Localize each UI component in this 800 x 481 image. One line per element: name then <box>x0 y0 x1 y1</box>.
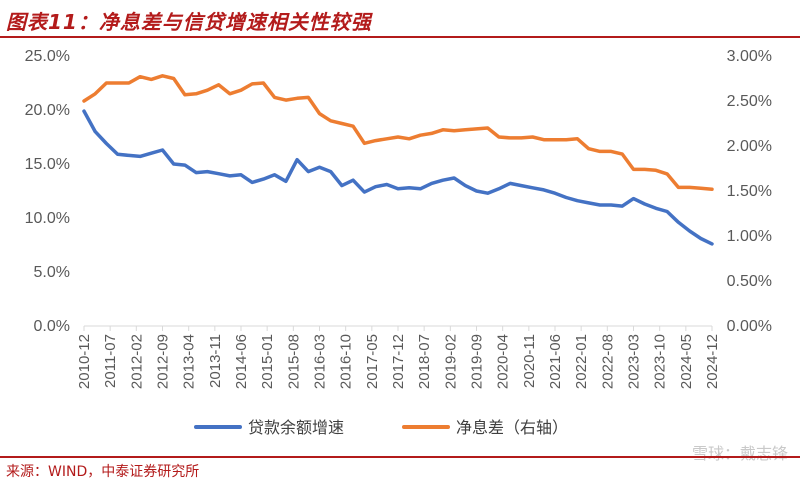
x-axis-tick-label: 2024-12 <box>704 334 721 389</box>
series-line-nim <box>82 74 714 191</box>
x-axis-tick-label: 2018-07 <box>416 334 433 389</box>
x-axis-tick-label: 2013-04 <box>181 334 198 389</box>
left-axis-tick-label: 0.0% <box>34 318 70 335</box>
x-axis: 2010-12 2011-07 2012-02 2012-09 2013-04 2013-… <box>76 325 721 389</box>
legend-label: 贷款余额增速 <box>248 418 344 437</box>
source-note: 来源：WIND，中泰证券研究所 <box>6 464 200 480</box>
series-layer <box>82 74 714 246</box>
watermark: 雪球：戴志锋 <box>691 444 788 463</box>
legend-label: 净息差（右轴） <box>456 418 568 437</box>
x-axis-tick-label: 2011-07 <box>102 334 119 388</box>
x-axis-tick-label: 2017-12 <box>390 334 407 389</box>
x-axis-tick-label: 2024-05 <box>678 334 695 389</box>
x-axis-tick-label: 2016-10 <box>338 334 355 389</box>
right-axis-tick-label: 1.50% <box>727 183 772 200</box>
series-line-loan-growth <box>82 109 714 246</box>
x-axis-tick-label: 2016-03 <box>312 334 329 389</box>
x-axis-tick-label: 2023-10 <box>652 334 669 389</box>
x-axis-tick-label: 2019-09 <box>469 334 486 389</box>
left-axis-tick-label: 20.0% <box>25 102 70 119</box>
footer: 来源：WIND，中泰证券研究所 <box>0 456 800 481</box>
x-axis-tick-label: 2020-11 <box>521 334 538 388</box>
left-axis-tick-label: 10.0% <box>25 210 70 227</box>
right-axis-tick-label: 0.50% <box>727 273 772 290</box>
right-axis: 0.00% 0.50% 1.00% 1.50% 2.00% 2.50% 3.00% <box>727 48 772 335</box>
x-axis-tick-label: 2023-03 <box>626 334 643 389</box>
title-bar: 图表11：净息差与信贷增速相关性较强 <box>0 0 800 38</box>
x-axis-tick-label: 2015-08 <box>285 334 302 389</box>
x-axis-tick-label: 2022-08 <box>599 334 616 389</box>
chart-title: 图表11：净息差与信贷增速相关性较强 <box>6 10 372 34</box>
left-axis: 0.0% 5.0% 10.0% 15.0% 20.0% 25.0% <box>25 48 70 335</box>
x-axis-tick-label: 2015-01 <box>259 334 276 389</box>
right-axis-tick-label: 2.00% <box>727 138 772 155</box>
legend: 贷款余额增速 净息差（右轴） <box>194 418 568 437</box>
right-axis-tick-label: 2.50% <box>727 93 772 110</box>
right-axis-tick-label: 1.00% <box>727 228 772 245</box>
x-axis-tick-label: 2020-04 <box>495 334 512 389</box>
x-axis-tick-label: 2014-06 <box>233 334 250 389</box>
left-axis-tick-label: 5.0% <box>34 264 70 281</box>
x-axis-tick-label: 2012-02 <box>128 334 145 389</box>
right-axis-tick-label: 0.00% <box>727 318 772 335</box>
x-axis-tick-label: 2010-12 <box>76 334 93 389</box>
x-axis-tick-label: 2017-05 <box>364 334 381 389</box>
left-axis-tick-label: 25.0% <box>25 48 70 65</box>
right-axis-tick-label: 3.00% <box>727 48 772 65</box>
x-axis-tick-label: 2019-02 <box>442 334 459 389</box>
left-axis-tick-label: 15.0% <box>25 156 70 173</box>
x-axis-tick-label: 2022-01 <box>573 334 590 389</box>
x-axis-tick-label: 2021-06 <box>547 334 564 389</box>
x-axis-tick-label: 2013-11 <box>207 334 224 388</box>
x-axis-tick-label: 2012-09 <box>155 334 172 389</box>
